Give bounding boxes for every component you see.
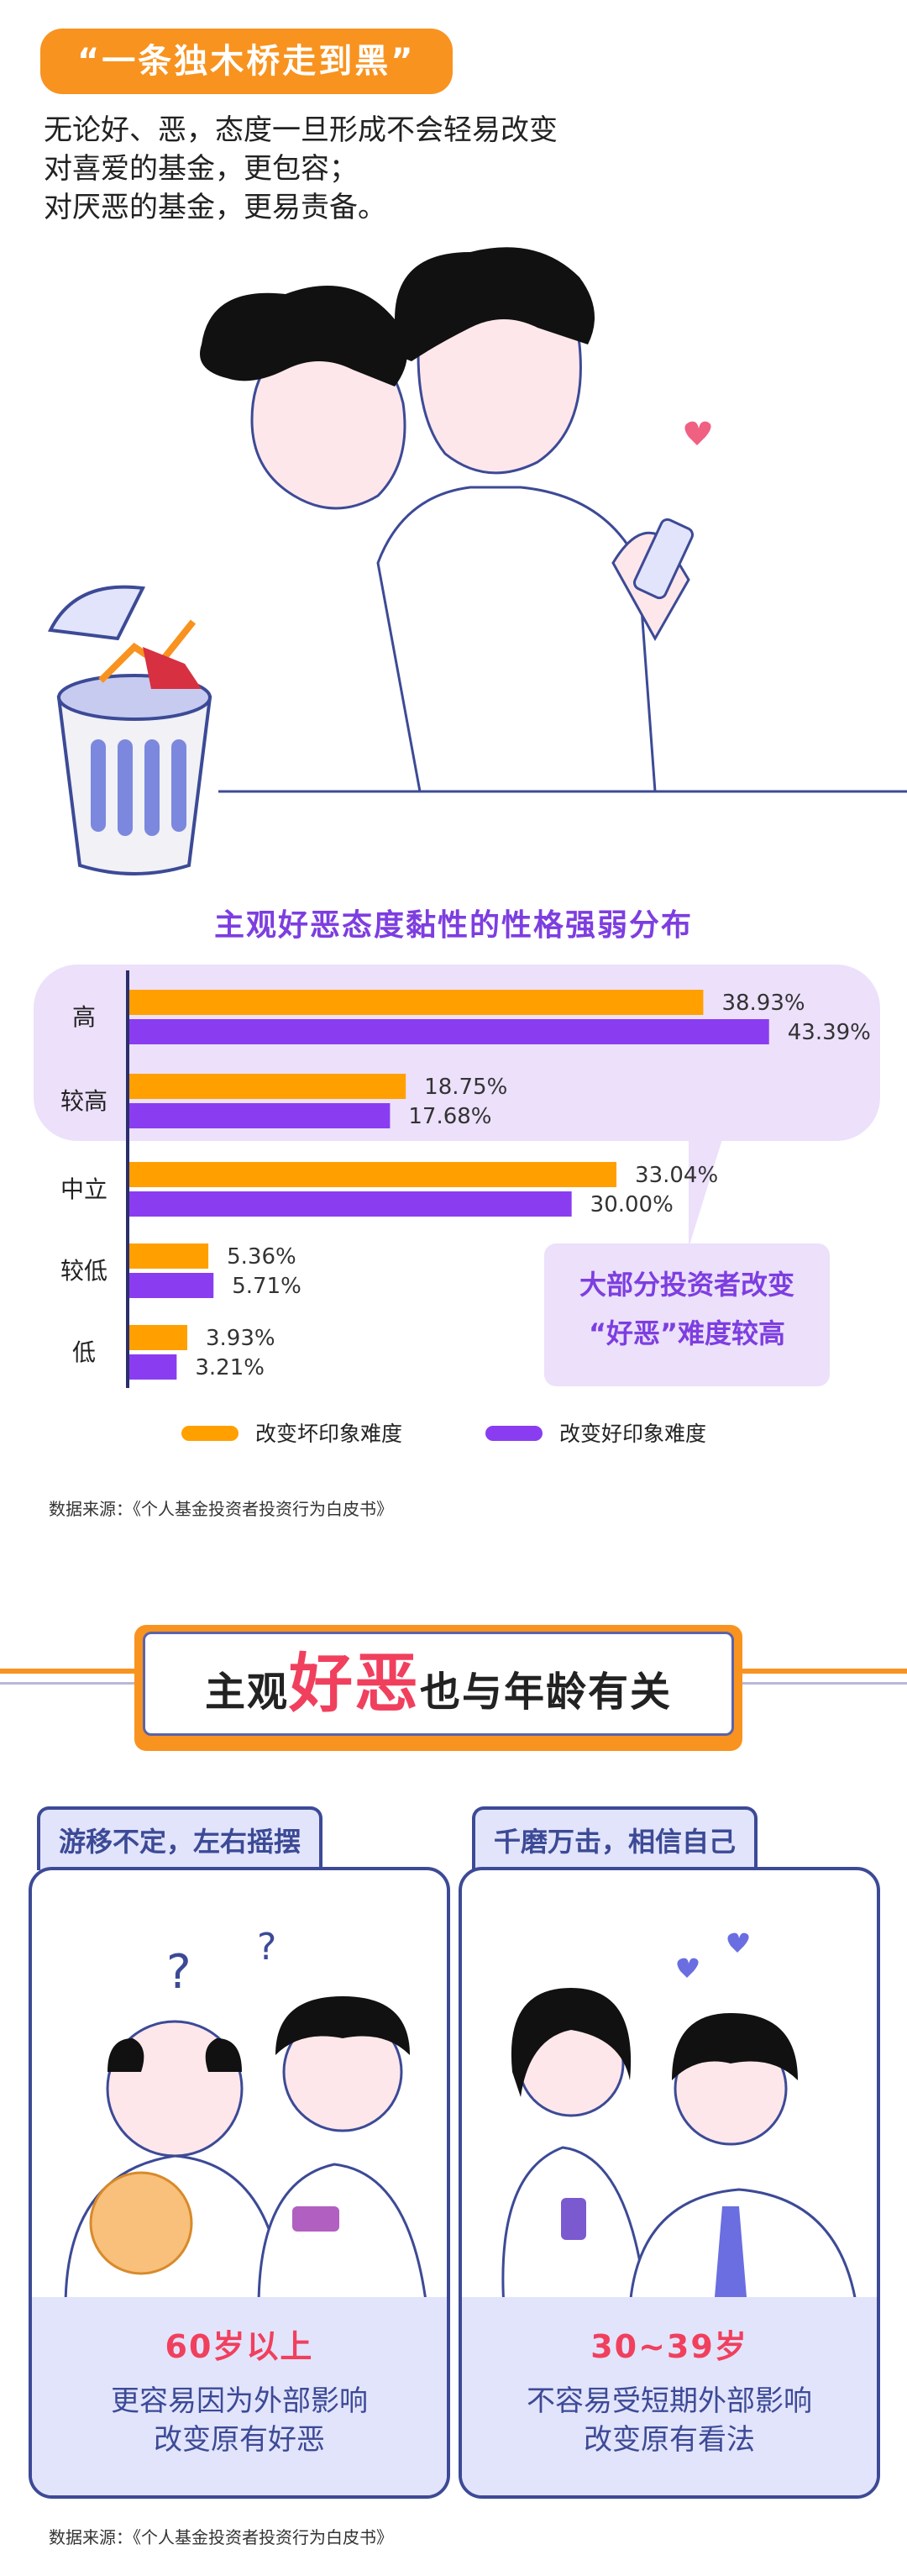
young-couple-illustration — [501, 1932, 858, 2307]
back-to-back-illustration — [47, 247, 907, 875]
bar-value-label: 5.71% — [232, 1274, 301, 1299]
person-right-illustration — [376, 247, 711, 793]
panel-left-tab: 游移不定，左右摇摆 — [37, 1806, 323, 1870]
bar-bad-impression — [129, 1162, 617, 1187]
section-tag: “一条独木桥走到黑” — [40, 29, 453, 94]
age-group-description: 不容易受短期外部影响 改变原有看法 — [462, 2382, 877, 2459]
bar-good-impression — [129, 1354, 177, 1380]
category-label: 中立 — [60, 1175, 107, 1203]
legend-label: 改变好印象难度 — [559, 1422, 706, 1446]
banner-text-highlight: 好恶 — [289, 1646, 420, 1721]
bar-value-label: 3.93% — [206, 1326, 275, 1351]
age-group-label: 30~39岁 — [590, 2328, 748, 2365]
callout-text: 大部分投资者改变 — [579, 1269, 794, 1301]
bar-value-label: 43.39% — [788, 1020, 871, 1045]
legend-label: 改变坏印象难度 — [255, 1422, 402, 1446]
bar-good-impression — [129, 1191, 572, 1217]
intro-line: 无论好、恶，态度一旦形成不会轻易改变 — [44, 113, 558, 147]
bar-bad-impression — [129, 1243, 209, 1269]
age-group-label: 60岁以上 — [165, 2328, 314, 2365]
bar-bad-impression — [129, 990, 704, 1015]
bar-value-label: 38.93% — [721, 991, 805, 1016]
bar-value-label: 30.00% — [590, 1192, 674, 1217]
bar-chart: 大部分投资者改变 “好恶”难度较高 高 38.93% 43.39% 较高 18.75% 17.… — [34, 965, 880, 1446]
legend-swatch — [181, 1426, 239, 1441]
svg-text:?: ? — [257, 1926, 276, 1969]
legend-swatch — [485, 1426, 543, 1441]
description-line: 改变原有看法 — [584, 2423, 755, 2457]
callout-pointer — [689, 1139, 722, 1248]
panel-right-tab: 千磨万击，相信自己 — [472, 1806, 758, 1870]
trash-can-illustration — [47, 585, 212, 875]
bar-bad-impression — [129, 1074, 406, 1099]
description-line: 更容易因为外部影响 — [111, 2384, 368, 2418]
elderly-and-young-people-illustration: ? ? — [64, 1926, 428, 2307]
bar-bad-impression — [129, 1325, 187, 1350]
description-line: 改变原有好恶 — [154, 2423, 325, 2457]
bar-value-label: 17.68% — [408, 1104, 491, 1129]
bar-good-impression — [129, 1273, 214, 1298]
svg-text:?: ? — [166, 1945, 191, 2000]
callout-box — [544, 1243, 830, 1386]
panel-right: 30~39岁 不容易受短期外部影响 改变原有看法 — [459, 1867, 880, 2499]
bar-value-label: 3.21% — [195, 1355, 265, 1380]
panel-right-caption: 30~39岁 不容易受短期外部影响 改变原有看法 — [462, 2297, 877, 2495]
data-source-note: 数据来源：《个人基金投资者投资行为白皮书》 — [49, 1499, 393, 1519]
intro-text: 无论好、恶，态度一旦形成不会轻易改变 对喜爱的基金，更包容； 对厌恶的基金，更易… — [44, 111, 558, 227]
description-line: 不容易受短期外部影响 — [527, 2384, 812, 2418]
age-group-description: 更容易因为外部影响 改变原有好恶 — [32, 2382, 447, 2459]
bar-good-impression — [129, 1019, 769, 1044]
banner-text-before: 主观 — [204, 1669, 289, 1716]
intro-line: 对厌恶的基金，更易责备。 — [44, 191, 386, 224]
bar-value-label: 5.36% — [227, 1244, 296, 1270]
bar-value-label: 33.04% — [635, 1163, 718, 1188]
intro-line: 对喜爱的基金，更包容； — [44, 152, 358, 186]
banner-text-after: 也与年龄有关 — [420, 1669, 673, 1716]
category-label: 较高 — [60, 1087, 107, 1115]
bar-good-impression — [129, 1103, 391, 1128]
category-label: 低 — [72, 1338, 96, 1366]
person-left-illustration — [200, 286, 407, 510]
chart-title: 主观好恶态度黏性的性格强弱分布 — [213, 908, 693, 943]
bar-value-label: 18.75% — [424, 1075, 507, 1100]
panel-left: ? ? 60岁以上 更容易因为外部影响 改变原有好恶 — [29, 1867, 450, 2499]
panel-left-caption: 60岁以上 更容易因为外部影响 改变原有好恶 — [32, 2297, 447, 2495]
category-label: 较低 — [60, 1257, 107, 1285]
callout-text: “好恶”难度较高 — [589, 1317, 785, 1349]
category-label: 高 — [72, 1003, 96, 1031]
section2-banner: 主观好恶也与年龄有关 — [143, 1632, 734, 1736]
data-source-note: 数据来源：《个人基金投资者投资行为白皮书》 — [49, 2527, 393, 2547]
